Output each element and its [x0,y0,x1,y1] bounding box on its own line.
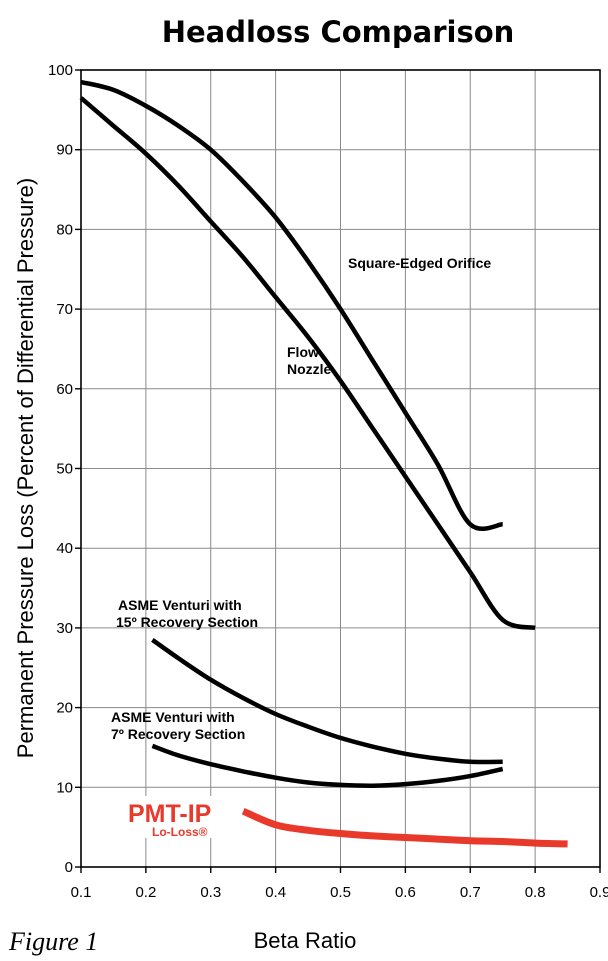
annotation-flow-nozzle: Flow Nozzle [287,344,332,377]
y-tick-label: 100 [48,62,73,79]
series-line-asme-venturi-with-7-recovery-section [151,743,504,788]
annotation-flow-nozzle-line2: Nozzle [287,361,332,377]
grid-lines [81,70,600,867]
pmt-label-backdrop [125,796,235,838]
annotation-venturi-7-line2: 7º Recovery Section [111,726,245,742]
x-tick-label: 0.9 [590,884,608,901]
x-tick-label: 0.2 [135,884,156,901]
x-tick-label: 0.5 [330,884,351,901]
y-tick-label: 10 [56,779,73,796]
figure-label: Figure 1 [8,927,98,956]
y-tick-label: 80 [56,221,73,238]
y-tick-label: 60 [56,381,73,398]
pmt-ip-brand: PMT-IP [128,800,211,828]
x-tick-label: 0.3 [200,884,221,901]
x-tick-labels: 0.1 0.2 0.3 0.4 0.5 0.6 0.7 0.8 0.9 [71,867,608,901]
annotation-venturi-15-line1: ASME Venturi with [118,597,242,613]
series-line-square-edged-orifice [80,79,504,531]
annotation-venturi-7: ASME Venturi with 7º Recovery Section [111,709,245,742]
x-tick-label: 0.7 [460,884,481,901]
series-line-flow-nozzle [79,96,536,631]
annotation-venturi-15-line2: 15º Recovery Section [116,614,258,630]
y-tick-label: 70 [56,301,73,318]
y-tick-label: 90 [56,142,73,159]
annotation-square-edged-orifice: Square-Edged Orifice [348,255,491,271]
series-lines [79,79,568,848]
x-axis-label: Beta Ratio [254,928,357,953]
annotation-venturi-7-line1: ASME Venturi with [111,709,235,725]
y-tick-label: 0 [65,859,73,876]
y-tick-label: 50 [56,461,73,478]
series-line-pmt-ip-lo-loss [241,807,568,848]
x-tick-label: 0.1 [71,884,92,901]
x-tick-label: 0.4 [265,884,286,901]
x-tick-label: 0.6 [395,884,416,901]
lo-loss-label: Lo-Loss® [152,825,208,839]
x-tick-label: 0.8 [525,884,546,901]
y-tick-labels: 0 10 20 30 40 50 60 70 80 90 100 [48,62,81,876]
annotation-venturi-15: ASME Venturi with 15º Recovery Section [116,597,258,630]
y-tick-label: 30 [56,620,73,637]
y-tick-label: 40 [56,540,73,557]
chart-title: Headloss Comparison [162,15,515,49]
series-line-asme-venturi-with-15-recovery-section [151,638,503,765]
annotation-flow-nozzle-line1: Flow [287,344,319,360]
y-tick-label: 20 [56,700,73,717]
y-axis-label: Permanent Pressure Loss (Percent of Diff… [13,178,38,758]
